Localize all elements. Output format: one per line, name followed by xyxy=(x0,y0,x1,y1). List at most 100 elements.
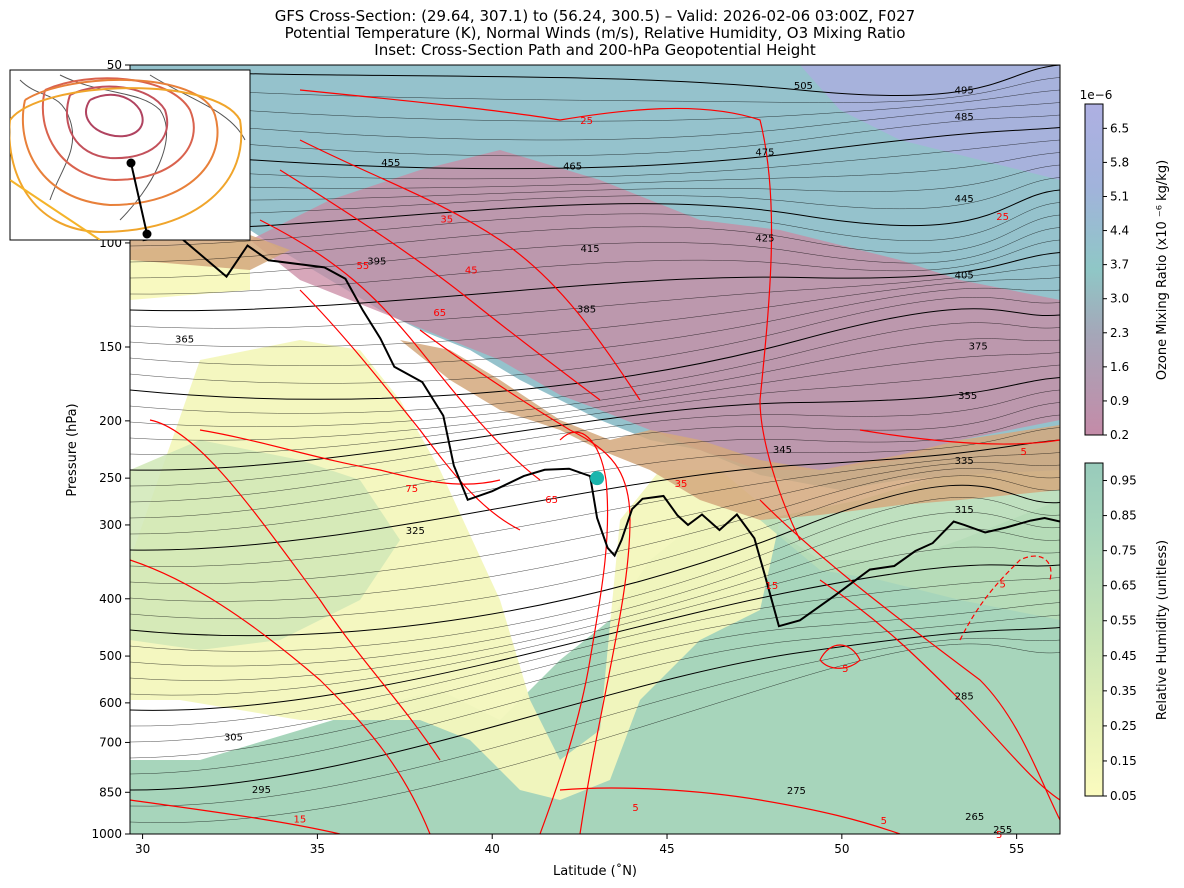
theta-contour xyxy=(130,564,1060,711)
rh-colorbar-label: Relative Humidity (unitless) xyxy=(1155,540,1170,720)
y-tick-label: 50 xyxy=(107,58,122,72)
theta-contour xyxy=(130,546,1060,696)
theta-contour xyxy=(130,511,1060,667)
wind-contour-label: 35 xyxy=(675,479,688,490)
jet-marker xyxy=(590,471,605,486)
theta-contour xyxy=(130,577,1060,727)
theta-contour-label: 275 xyxy=(787,786,806,797)
rh-moist-region xyxy=(130,500,1060,834)
theta-contour-labels: 505 4954854754654554454254154053953853753… xyxy=(175,81,1012,836)
inset-height-contour xyxy=(10,87,243,234)
wind-contour-label: 65 xyxy=(433,308,446,319)
wind-contour-label: 45 xyxy=(465,266,478,277)
theta-contour-label: 305 xyxy=(224,733,243,744)
theta-contour xyxy=(130,627,1060,791)
theta-contour xyxy=(130,89,1060,122)
theta-contour-label: 375 xyxy=(969,341,988,352)
x-axis-label: Latitude (˚N) xyxy=(553,863,637,879)
theta-contour xyxy=(130,497,1060,652)
wind-contour-label: 15 xyxy=(294,815,307,826)
theta-contour-label: 405 xyxy=(955,270,974,281)
wind-contour-5-dashed xyxy=(959,555,1052,641)
theta-contour xyxy=(130,308,1060,400)
wind-contour-right-1 xyxy=(759,499,1060,821)
theta-contour xyxy=(130,252,1060,312)
ozone-colorbar-tick-label: 3.7 xyxy=(1110,258,1129,272)
ozone-colorbar-bar xyxy=(1084,103,1104,436)
y-tick-label: 850 xyxy=(99,785,122,799)
theta-contour-label: 315 xyxy=(955,505,974,516)
theta-contour xyxy=(130,364,1060,455)
x-tick-label: 35 xyxy=(310,842,325,856)
theta-contour-label: 255 xyxy=(993,825,1012,836)
theta-contour-label: 345 xyxy=(773,445,792,456)
wind-contour-label: 65 xyxy=(545,495,558,506)
y-tick-label: 200 xyxy=(99,414,122,428)
wind-contour-jet-outer xyxy=(419,329,631,834)
theta-contour xyxy=(130,602,1060,759)
y-tick-label: 300 xyxy=(99,518,122,532)
theta-contour xyxy=(130,264,1060,329)
ozone-high-top xyxy=(800,65,1060,180)
ozone-colorbar-exponent: 1e−6 xyxy=(1080,88,1113,102)
tropopause-line xyxy=(142,234,1060,628)
wind-contour-label: 25 xyxy=(996,212,1009,223)
rh-mid-region xyxy=(130,440,400,650)
wind-contours xyxy=(130,89,1060,834)
theta-contour-label: 415 xyxy=(581,244,600,255)
field-shading xyxy=(130,65,1060,834)
tan-layer xyxy=(130,235,1060,520)
ozone-colorbar-tick-label: 5.8 xyxy=(1110,155,1129,169)
ozone-colorbar-ticks: 6.5 5.8 5.1 4.4 3.7 3.0 2.3 1.6 0.9 0.2 xyxy=(1103,121,1129,442)
theta-contour-label: 325 xyxy=(406,526,425,537)
theta-contour-label: 385 xyxy=(577,304,596,315)
theta-contour-label: 285 xyxy=(955,691,974,702)
theta-contour xyxy=(130,139,1060,180)
theta-contour xyxy=(130,402,1060,503)
inset-height-contour xyxy=(10,179,101,240)
theta-contour xyxy=(130,377,1060,471)
inset-path-end-marker xyxy=(142,229,152,239)
theta-contour xyxy=(130,77,1060,103)
y-tick-label: 1000 xyxy=(91,827,122,841)
tropopause-layer xyxy=(142,234,1060,628)
theta-contour xyxy=(130,189,1060,231)
dry-stratosphere-region xyxy=(250,150,1060,470)
wind-contour-5-right xyxy=(859,429,1060,445)
theta-contour xyxy=(130,352,1060,441)
x-axis-ticks: 30 35 40 45 50 55 xyxy=(135,834,1024,856)
wind-contour-left-1 xyxy=(149,419,441,761)
wind-contour-jet-core xyxy=(539,431,609,834)
ozone-colorbar-tick-label: 0.9 xyxy=(1110,394,1129,408)
chart-title-line-1: GFS Cross-Section: (29.64, 307.1) to (56… xyxy=(274,7,916,25)
theta-contour xyxy=(130,439,1060,551)
wind-contour-label: 5 xyxy=(881,816,887,827)
y-tick-label: 150 xyxy=(99,340,122,354)
wind-contour-75 xyxy=(199,429,501,485)
wind-contour-low xyxy=(130,787,901,834)
theta-contour xyxy=(130,102,1060,141)
wind-contour-55 xyxy=(259,219,541,481)
ozone-colorbar-tick-label: 4.4 xyxy=(1110,224,1129,238)
theta-contour xyxy=(130,287,1060,366)
wind-contour-label: 25 xyxy=(580,116,593,127)
theta-contour-label: 475 xyxy=(755,147,774,158)
theta-contour-label: 495 xyxy=(955,85,974,96)
wind-contour-5-mid xyxy=(819,644,861,669)
theta-contour xyxy=(130,468,1060,602)
wind-contour-label: 35 xyxy=(440,215,453,226)
inset-height-contour xyxy=(21,78,219,207)
ozone-colorbar-tick-label: 3.0 xyxy=(1110,292,1129,306)
x-tick-label: 50 xyxy=(834,842,849,856)
wind-contour-label: 55 xyxy=(356,261,369,272)
theta-contour xyxy=(130,637,1060,807)
theta-contour xyxy=(130,127,1060,170)
theta-contour xyxy=(130,322,1060,414)
theta-contour xyxy=(130,427,1060,535)
theta-contour xyxy=(130,452,1060,567)
theta-contour-label: 505 xyxy=(794,81,813,92)
ozone-colorbar-tick-label: 2.3 xyxy=(1110,326,1129,340)
y-tick-label: 400 xyxy=(99,592,122,606)
